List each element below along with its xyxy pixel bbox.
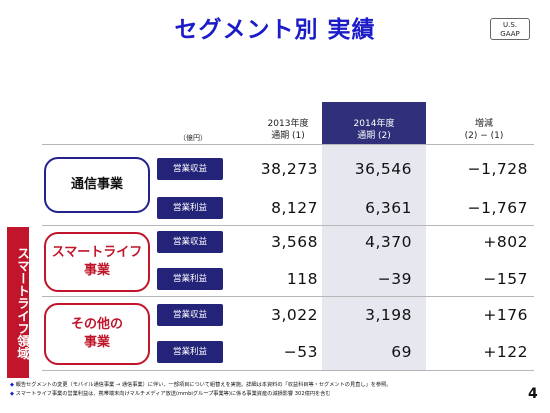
table-cell: 4,370 bbox=[365, 233, 412, 251]
table-cell: −39 bbox=[377, 270, 412, 288]
column-header-fy2013: 2013年度 通期 (1) bbox=[236, 118, 340, 142]
segment-other: その他の 事業 bbox=[44, 303, 150, 365]
column-header-line2: 通期 (2) bbox=[357, 131, 391, 141]
table-cell: 8,127 bbox=[271, 199, 318, 217]
unit-label: （億円） bbox=[179, 134, 207, 142]
table-cell: −1,767 bbox=[467, 199, 528, 217]
row-divider bbox=[42, 225, 534, 226]
table-cell: −53 bbox=[283, 343, 318, 361]
table-cell: 3,198 bbox=[365, 306, 412, 324]
metric-operating-revenue: 営業収益 bbox=[157, 231, 223, 253]
highlight-column-header-bg bbox=[322, 102, 426, 144]
row-divider bbox=[42, 144, 534, 145]
table-cell: 69 bbox=[391, 343, 412, 361]
page-number: 4 bbox=[528, 386, 538, 402]
column-header-fy2014: 2014年度 通期 (2) bbox=[322, 118, 426, 142]
metric-operating-income: 営業利益 bbox=[157, 197, 223, 219]
column-header-change: 増減 (2) − (1) bbox=[432, 118, 536, 142]
column-header-line2: (2) − (1) bbox=[464, 131, 504, 141]
column-header-line1: 2013年度 bbox=[267, 119, 309, 129]
segment-telecom: 通信事業 bbox=[44, 157, 150, 213]
table-cell: 6,361 bbox=[365, 199, 412, 217]
highlight-column-band bbox=[322, 144, 426, 370]
metric-operating-revenue: 営業収益 bbox=[157, 158, 223, 180]
table-cell: 36,546 bbox=[354, 160, 412, 178]
table-cell: 3,022 bbox=[271, 306, 318, 324]
diamond-bullet-icon: ◆ bbox=[10, 391, 14, 397]
row-divider bbox=[42, 296, 534, 297]
page-title: セグメント別 実績 bbox=[174, 17, 376, 43]
footnote: ◆ 報告セグメントの変更（モバイル通信事業 → 通信事業）に伴い、一部項目につい… bbox=[10, 381, 391, 388]
us-gaap-badge: U.S. GAAP bbox=[490, 18, 530, 40]
gaap-badge-line2: GAAP bbox=[500, 30, 520, 38]
column-header-line1: 2014年度 bbox=[353, 119, 395, 129]
row-divider bbox=[42, 370, 534, 371]
footnote: ◆ スマートライフ事業の営業利益は、携帯端末向けマルチメディア放送(mmbiグル… bbox=[10, 390, 331, 397]
column-header-line1: 増減 bbox=[474, 119, 493, 129]
gaap-badge-line1: U.S. bbox=[502, 21, 518, 29]
segment-smart-life: スマートライフ 事業 bbox=[44, 232, 150, 292]
footnote-text: 報告セグメントの変更（モバイル通信事業 → 通信事業）に伴い、一部項目について組… bbox=[15, 382, 392, 388]
footnote-text: スマートライフ事業の営業利益は、携帯端末向けマルチメディア放送(mmbiグループ… bbox=[15, 391, 331, 397]
table-cell: 3,568 bbox=[271, 233, 318, 251]
table-cell: 118 bbox=[286, 270, 318, 288]
metric-operating-income: 営業利益 bbox=[157, 268, 223, 290]
diamond-bullet-icon: ◆ bbox=[10, 382, 14, 388]
table-cell: −1,728 bbox=[467, 160, 528, 178]
column-header-line2: 通期 (1) bbox=[271, 131, 305, 141]
table-cell: +122 bbox=[483, 343, 528, 361]
table-cell: −157 bbox=[483, 270, 528, 288]
table-cell: +176 bbox=[483, 306, 528, 324]
metric-operating-income: 営業利益 bbox=[157, 341, 223, 363]
table-cell: 38,273 bbox=[260, 160, 318, 178]
smart-life-domain-label: スマートライフ領域 bbox=[7, 227, 30, 378]
table-cell: +802 bbox=[483, 233, 528, 251]
metric-operating-revenue: 営業収益 bbox=[157, 304, 223, 326]
